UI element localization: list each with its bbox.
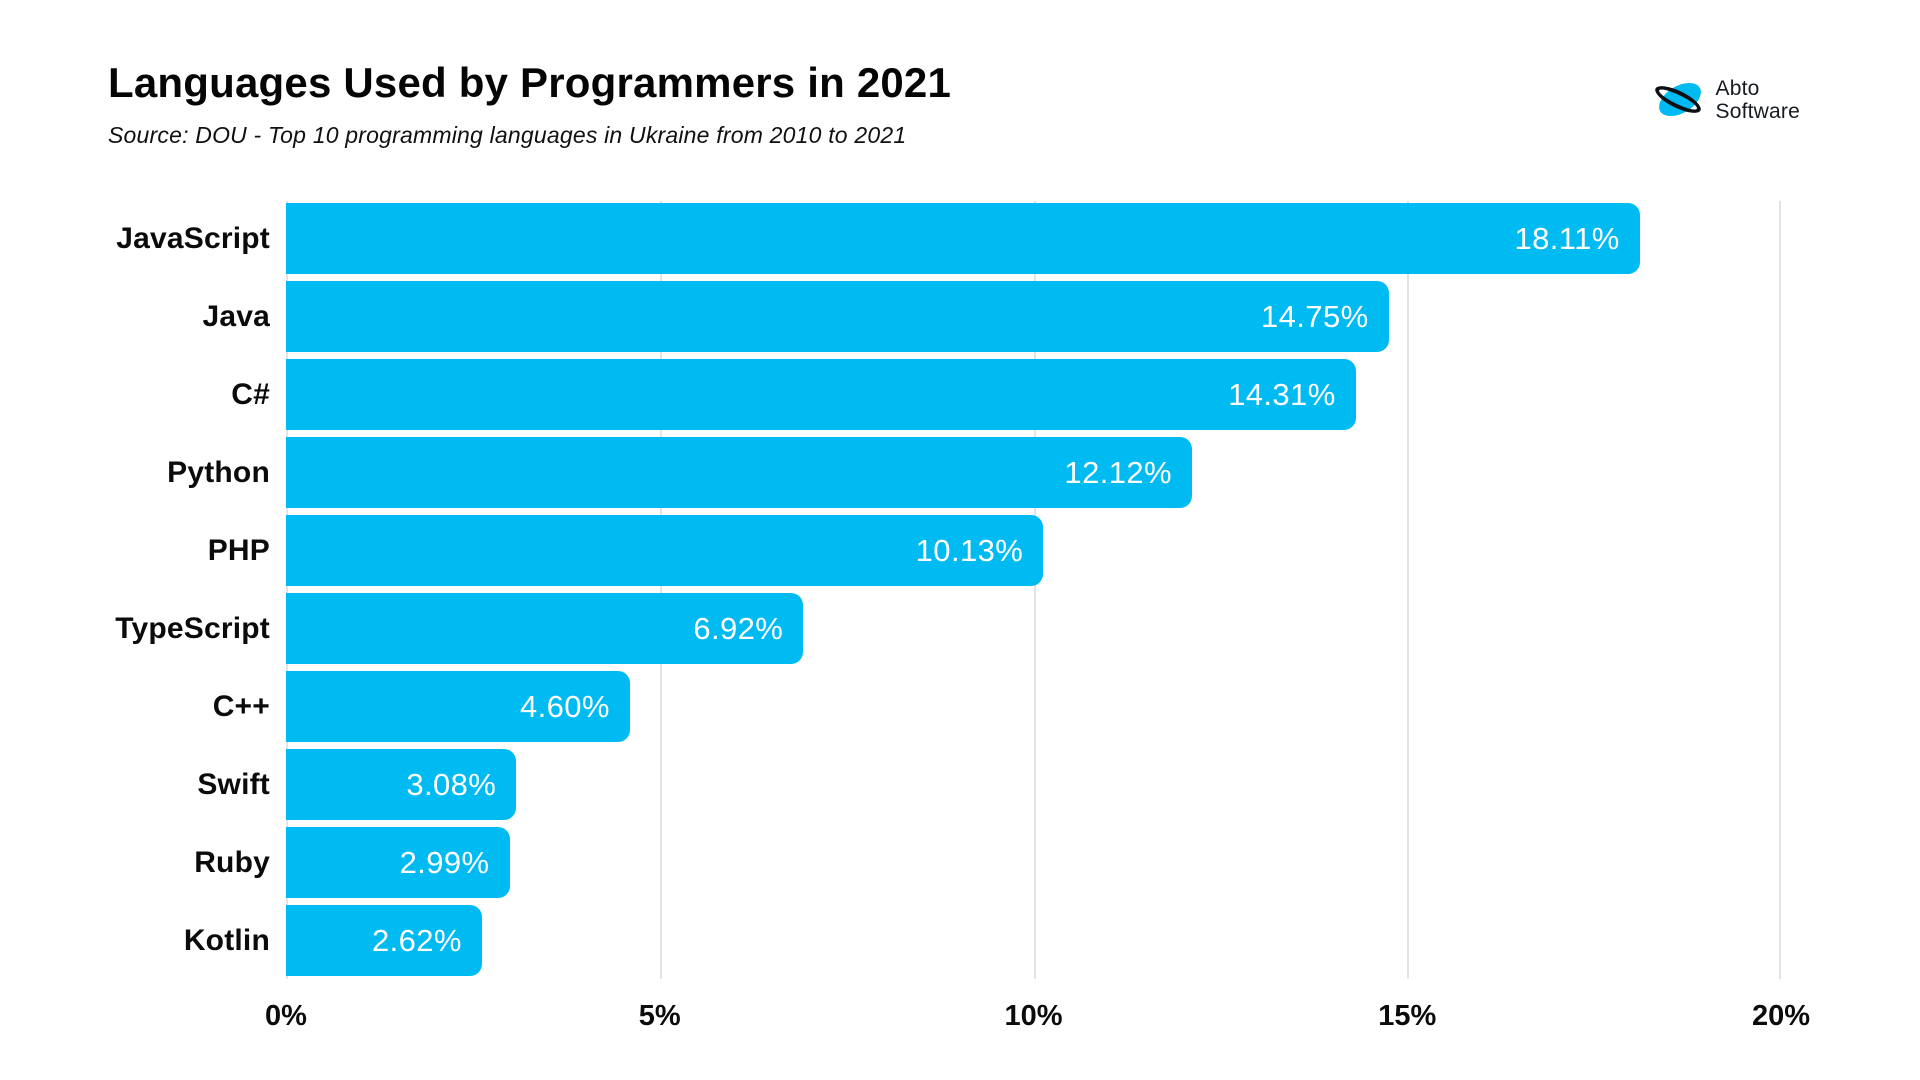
- x-axis: 0% 5% 10% 15% 20%: [265, 1000, 1810, 1040]
- logo-wordmark: Abto Software: [1716, 77, 1800, 123]
- category-label-kotlin: Kotlin: [183, 923, 270, 957]
- value-label-javascript: 18.11%: [1514, 220, 1620, 256]
- value-label-c-sharp: 14.31%: [1228, 376, 1336, 412]
- bar-track: 2.99%: [286, 827, 1781, 898]
- bar-rows: JavaScript 18.11% Java 14.75% C# 14.31% Python…: [108, 203, 1781, 976]
- bar-row-typescript: TypeScript 6.92%: [108, 593, 1781, 664]
- category-label-php: PHP: [207, 533, 270, 567]
- logo-line-2: Software: [1715, 100, 1800, 123]
- bar-chart: JavaScript 18.11% Java 14.75% C# 14.31% Python…: [108, 201, 1810, 1040]
- bar-javascript: 18.11%: [286, 203, 1640, 274]
- category-label-ruby: Ruby: [194, 845, 270, 879]
- category-label-javascript: JavaScript: [116, 221, 270, 255]
- bar-java: 14.75%: [286, 281, 1389, 352]
- value-label-c-plus-plus: 4.60%: [519, 688, 610, 724]
- bar-track: 12.12%: [286, 437, 1781, 508]
- bar-track: 6.92%: [286, 593, 1781, 664]
- bar-row-python: Python 12.12%: [108, 437, 1781, 508]
- bar-c-plus-plus: 4.60%: [286, 671, 630, 742]
- chart-header: Languages Used by Programmers in 2021 So…: [108, 58, 1800, 149]
- x-tick-label-5-pct: 5%: [638, 1000, 681, 1032]
- value-label-ruby: 2.99%: [399, 844, 490, 880]
- bar-track: 18.11%: [286, 203, 1781, 274]
- category-label-typescript: TypeScript: [115, 611, 270, 645]
- bar-row-swift: Swift 3.08%: [108, 749, 1781, 820]
- value-label-typescript: 6.92%: [693, 610, 784, 646]
- x-tick-label-20-pct: 20%: [1751, 1000, 1811, 1032]
- bar-track: 4.60%: [286, 671, 1781, 742]
- bar-track: 14.31%: [286, 359, 1781, 430]
- bar-track: 3.08%: [286, 749, 1781, 820]
- category-label-python: Python: [167, 455, 270, 489]
- bar-row-c-plus-plus: C++ 4.60%: [108, 671, 1781, 742]
- bar-track: 10.13%: [286, 515, 1781, 586]
- chart-title: Languages Used by Programmers in 2021: [108, 59, 952, 106]
- bar-python: 12.12%: [286, 437, 1192, 508]
- bar-row-ruby: Ruby 2.99%: [108, 827, 1781, 898]
- bar-swift: 3.08%: [286, 749, 517, 820]
- x-tick-label-0-pct: 0%: [265, 1000, 307, 1032]
- category-label-swift: Swift: [197, 767, 270, 801]
- category-label-java: Java: [202, 299, 270, 333]
- bar-row-javascript: JavaScript 18.11%: [108, 203, 1781, 274]
- abto-software-logo: Abto Software: [1651, 74, 1800, 126]
- x-tick-label-10-pct: 10%: [1004, 1000, 1063, 1032]
- chart-source: Source: DOU - Top 10 programming languag…: [108, 122, 907, 149]
- abto-orbit-icon: [1651, 74, 1707, 126]
- plot-area: JavaScript 18.11% Java 14.75% C# 14.31% Python…: [108, 201, 1781, 979]
- value-label-python: 12.12%: [1064, 454, 1172, 490]
- category-label-c-plus-plus: C++: [212, 689, 270, 723]
- bar-php: 10.13%: [286, 515, 1044, 586]
- bar-c-sharp: 14.31%: [286, 359, 1356, 430]
- logo-line-1: Abto: [1715, 77, 1760, 100]
- value-label-kotlin: 2.62%: [371, 922, 462, 958]
- bar-row-java: Java 14.75%: [108, 281, 1781, 352]
- bar-track: 14.75%: [286, 281, 1781, 352]
- bar-ruby: 2.99%: [286, 827, 510, 898]
- x-tick-label-15-pct: 15%: [1378, 1000, 1437, 1032]
- bar-typescript: 6.92%: [286, 593, 804, 664]
- bar-kotlin: 2.62%: [286, 905, 482, 976]
- bar-row-kotlin: Kotlin 2.62%: [108, 905, 1781, 976]
- category-label-c-sharp: C#: [231, 377, 270, 411]
- value-label-swift: 3.08%: [406, 766, 497, 802]
- value-label-php: 10.13%: [915, 532, 1024, 568]
- bar-track: 2.62%: [286, 905, 1781, 976]
- bar-row-php: PHP 10.13%: [108, 515, 1781, 586]
- bar-row-c-sharp: C# 14.31%: [108, 359, 1781, 430]
- value-label-java: 14.75%: [1261, 298, 1369, 334]
